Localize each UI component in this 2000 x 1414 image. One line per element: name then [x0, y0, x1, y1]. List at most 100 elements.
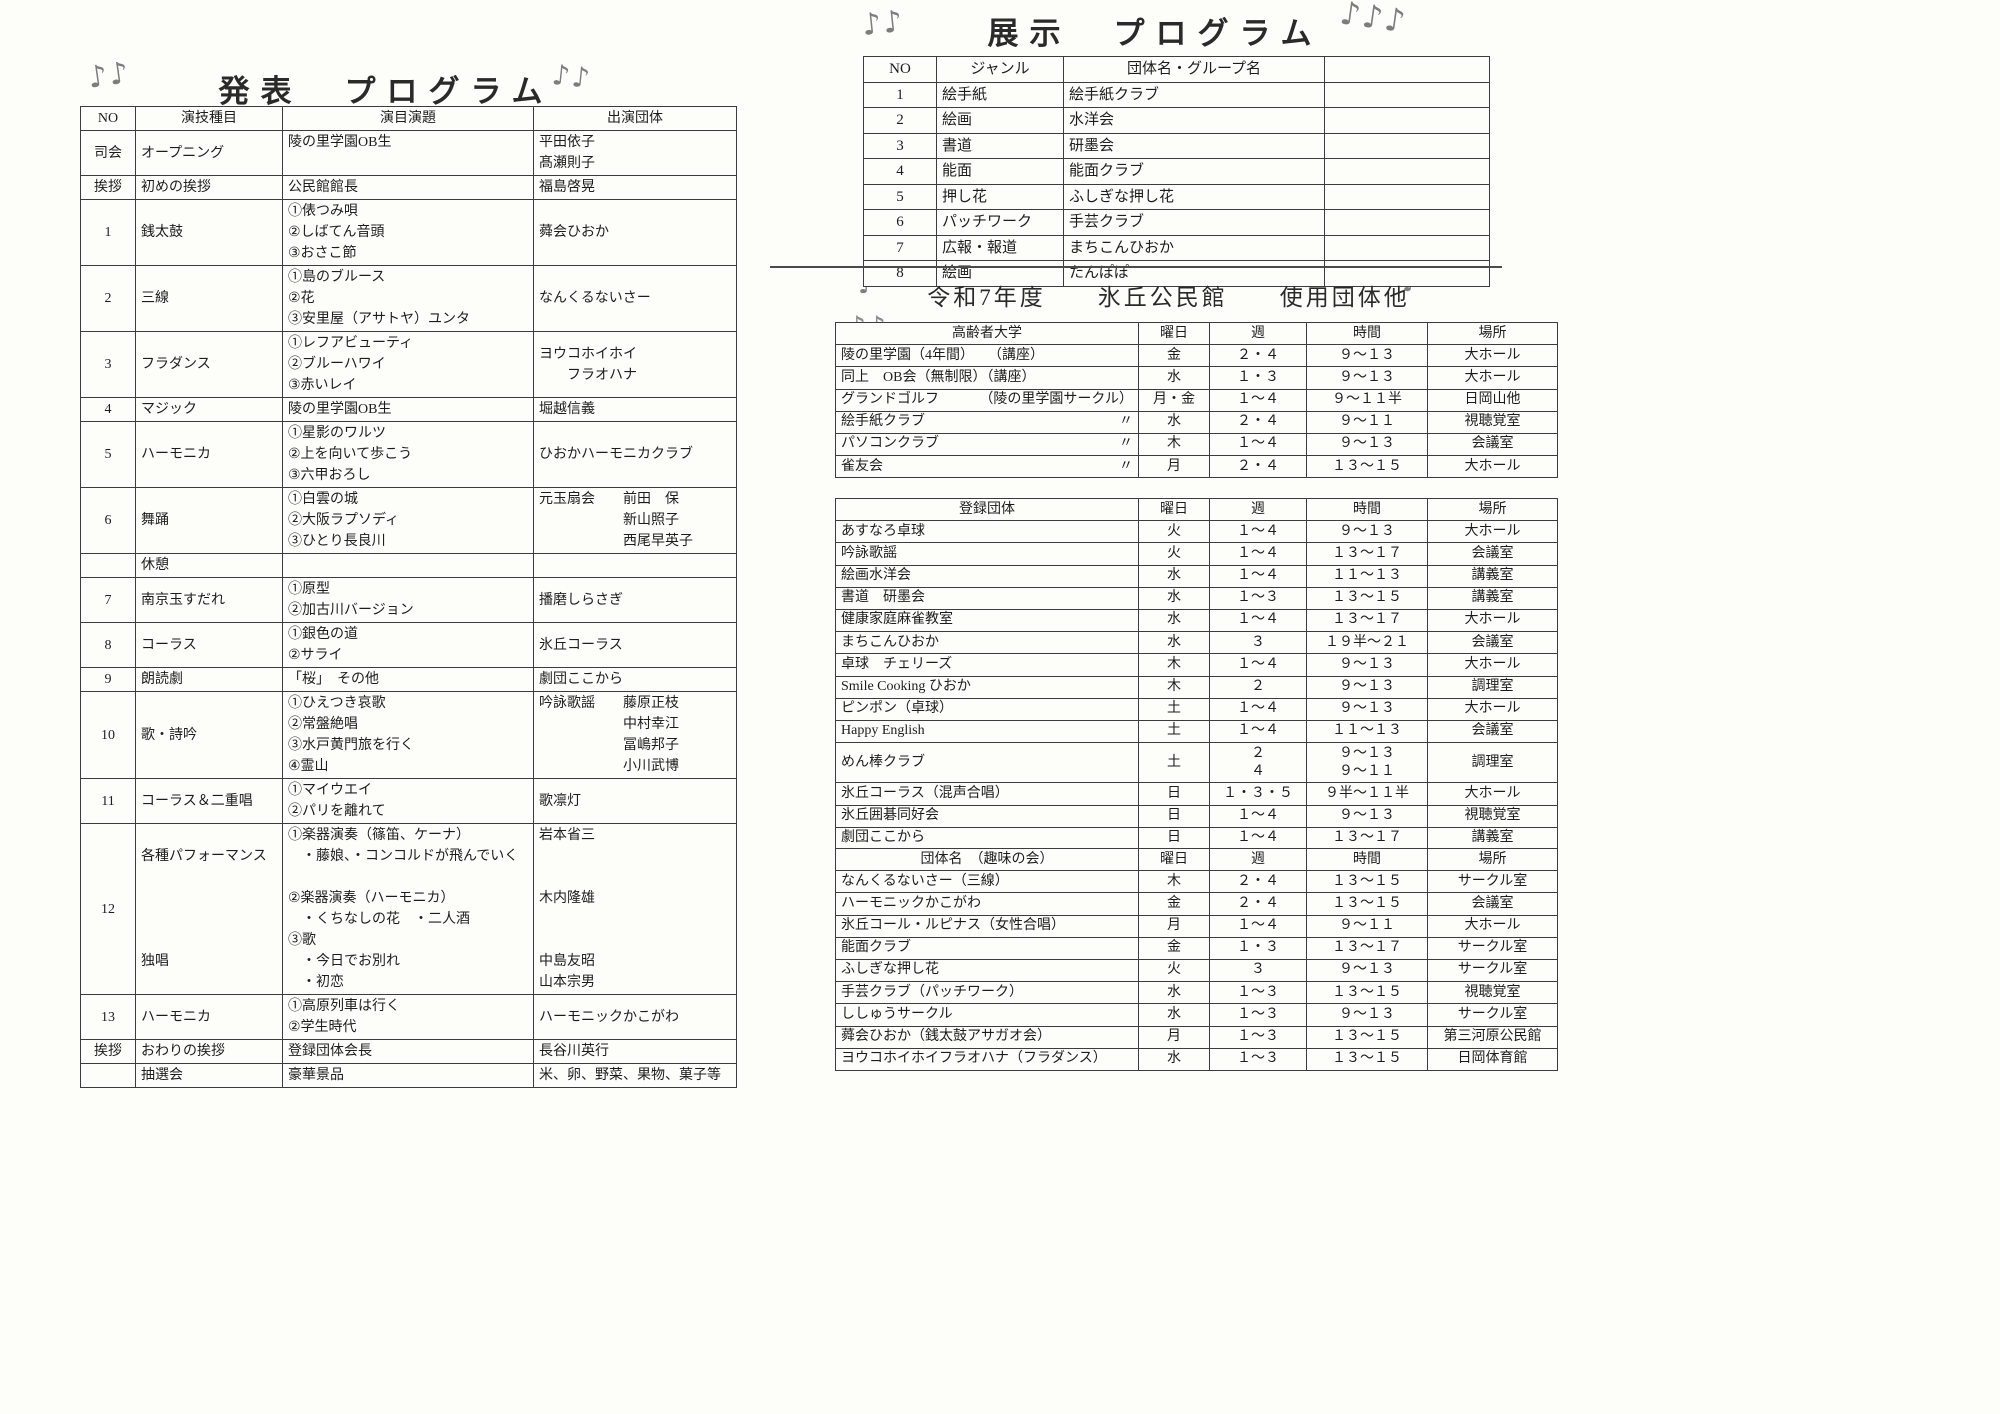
cell-blank: [1324, 132, 1490, 159]
group-name: ヨウコホイホイフラオハナ（フラダンス）: [841, 1051, 1107, 1067]
table-header-row: 高齢者大学 曜日週時間 場所: [835, 321, 1558, 346]
cell-day: 木: [1138, 432, 1210, 457]
cell-name: ふしぎな押し花: [835, 958, 1139, 983]
cell-week: １～３: [1209, 1047, 1307, 1071]
table-row: 休憩: [80, 553, 737, 578]
table-row: 氷丘囲碁同好会 日 １～４ ９～１３ 視聴覚室: [835, 804, 1558, 828]
table-row: 書道 研墨会 水 １～３ １３～１５ 講義室: [835, 586, 1558, 610]
cell-day: 日: [1138, 826, 1210, 851]
cell-group: ふしぎな押し花: [1063, 183, 1325, 210]
cell-time: ９～１３: [1306, 958, 1428, 983]
cell-name: 能面クラブ: [835, 936, 1139, 960]
column-header: 時間: [1306, 847, 1428, 872]
cell-day: 月: [1138, 455, 1210, 479]
cell-time: ９～１３: [1306, 366, 1428, 390]
cell-place: 講義室: [1427, 586, 1558, 610]
cell-place: 日岡体育館: [1427, 1047, 1558, 1071]
cell-week: １～３: [1209, 1025, 1307, 1049]
cell-name: 蕣会ひおか（銭太鼓アサガオ会）: [835, 1025, 1139, 1049]
table-row: なんくるないさー（三線） 木 ２・４ １３～１５ サークル室: [835, 870, 1558, 894]
cell-name: ししゅうサークル: [835, 1003, 1139, 1027]
cell-place: 視聴覚室: [1427, 410, 1558, 434]
cell-time: ９～１３: [1306, 675, 1428, 699]
cell-place: 日岡山他: [1427, 388, 1558, 412]
column-header: 演目演題: [282, 106, 534, 131]
cell-week: １～４: [1209, 719, 1307, 744]
group-name: まちこんひおか: [841, 634, 939, 650]
cell-time: １３～１５: [1306, 981, 1428, 1005]
group-name: グランドゴルフ: [841, 392, 939, 408]
cell-performers: 蕣会ひおか: [533, 199, 737, 266]
column-header: 場所: [1427, 497, 1558, 522]
cell-time: ９～１３: [1306, 344, 1428, 368]
cell-no: [80, 553, 136, 578]
cell-no: 2: [80, 265, 136, 332]
cell-place: 視聴覚室: [1427, 804, 1558, 828]
cell-week: ２ ４: [1209, 742, 1307, 784]
cell-no: 5: [80, 421, 136, 488]
cell-type: 南京玉すだれ: [135, 577, 283, 623]
cell-time: ９～１３: [1306, 653, 1428, 677]
cell-time: ９～１１半: [1306, 388, 1428, 412]
cell-genre: 押し花: [936, 183, 1064, 210]
cell-name: グランドゴルフ （陵の里学園サークル）: [835, 388, 1139, 412]
cell-no: 8: [863, 260, 937, 287]
cell-performers: 元玉扇会 前田 保 新山照子 西尾早英子: [533, 487, 737, 554]
table-row: 抽選会 豪華景品 米、卵、野菜、果物、菓子等: [80, 1063, 737, 1088]
cell-no: 6: [863, 209, 937, 236]
cell-genre: 絵手紙: [936, 81, 1064, 108]
cell-name: めん棒クラブ: [835, 742, 1139, 784]
cell-time: ９～１３: [1306, 804, 1428, 828]
cell-program: ①レフアビューティ ②ブルーハワイ ③赤いレイ: [282, 331, 534, 398]
cell-type: 朗読劇: [135, 667, 283, 692]
table-row: あすなろ卓球 火 １～４ ９～１３ 大ホール: [835, 520, 1558, 544]
table-row: ピンポン（卓球） 土 １～４ ９～１３ 大ホール: [835, 697, 1558, 721]
table-row: ヨウコホイホイフラオハナ（フラダンス） 水 １～３ １３～１５ 日岡体育館: [835, 1047, 1558, 1071]
cell-time: １３～１７: [1306, 826, 1428, 851]
cell-day: 水: [1138, 981, 1210, 1005]
cell-genre: 絵画: [936, 260, 1064, 287]
cell-time: １３～１５: [1306, 455, 1428, 479]
cell-type: コーラス＆二重唱: [135, 778, 283, 824]
group-name: 卓球 チェリーズ: [841, 656, 953, 672]
group-column-header: 登録団体: [835, 497, 1139, 522]
cell-place: 調理室: [1427, 675, 1558, 699]
group-name: ピンポン（卓球）: [841, 701, 953, 717]
cell-place: サークル室: [1427, 1003, 1558, 1027]
cell-program: ①マイウエイ ②パリを離れて: [282, 778, 534, 824]
cell-no: 9: [80, 667, 136, 692]
cell-day: 水: [1138, 1003, 1210, 1027]
table-row: 氷丘コール・ルピナス（女性合唱） 月 １～４ ９～１１ 大ホール: [835, 914, 1558, 938]
cell-no: 6: [80, 487, 136, 554]
cell-program: ①ひえつき哀歌 ②常盤絶唱 ③水戸黄門旅を行く ④霊山: [282, 691, 534, 779]
cell-performers: 米、卵、野菜、果物、菓子等: [533, 1063, 737, 1088]
table-row: Happy English 土 １～４ １１～１３ 会議室: [835, 719, 1558, 744]
cell-type: オープニング: [135, 130, 283, 176]
cell-week: ３: [1209, 631, 1307, 655]
cell-performers: 氷丘コーラス: [533, 622, 737, 668]
cell-performers: 吟詠歌謡 藤原正枝 中村幸江 冨嶋邦子 小川武博: [533, 691, 737, 779]
cell-place: 大ホール: [1427, 455, 1558, 479]
cell-week: １～４: [1209, 826, 1307, 851]
cell-group: 水洋会: [1063, 107, 1325, 134]
group-name: 能面クラブ: [841, 940, 911, 956]
cell-group: まちこんひおか: [1063, 234, 1325, 261]
cell-week: ２: [1209, 675, 1307, 699]
cell-time: ９～１３: [1306, 520, 1428, 544]
cell-name: 卓球 チェリーズ: [835, 653, 1139, 677]
table-row: 挨拶 初めの挨拶 公民館館長 福島啓晃: [80, 175, 737, 200]
cell-name: 氷丘囲碁同好会: [835, 804, 1139, 828]
cell-no: 1: [80, 199, 136, 266]
cell-place: 大ホール: [1427, 608, 1558, 633]
cell-type: 各種パフォーマンス 独唱: [135, 823, 283, 995]
cell-performers: 岩本省三 木内隆雄 中島友昭 山本宗男: [533, 823, 737, 995]
cell-time: ９半～１１半: [1306, 782, 1428, 806]
table-row: 3 フラダンス ①レフアビューティ ②ブルーハワイ ③赤いレイ ヨウコホイホイ フラオ…: [80, 331, 737, 398]
cell-day: 金: [1138, 936, 1210, 960]
cell-name: 吟詠歌謡: [835, 542, 1139, 566]
cell-type: 三線: [135, 265, 283, 332]
table-row: 7 南京玉すだれ ①原型 ②加古川バージョン 播磨しらさぎ: [80, 577, 737, 623]
group-column-header: 高齢者大学: [835, 321, 1139, 346]
group-note: （陵の里学園サークル）: [979, 392, 1133, 408]
table-row: 能面クラブ 金 １・３ １３～１７ サークル室: [835, 936, 1558, 960]
